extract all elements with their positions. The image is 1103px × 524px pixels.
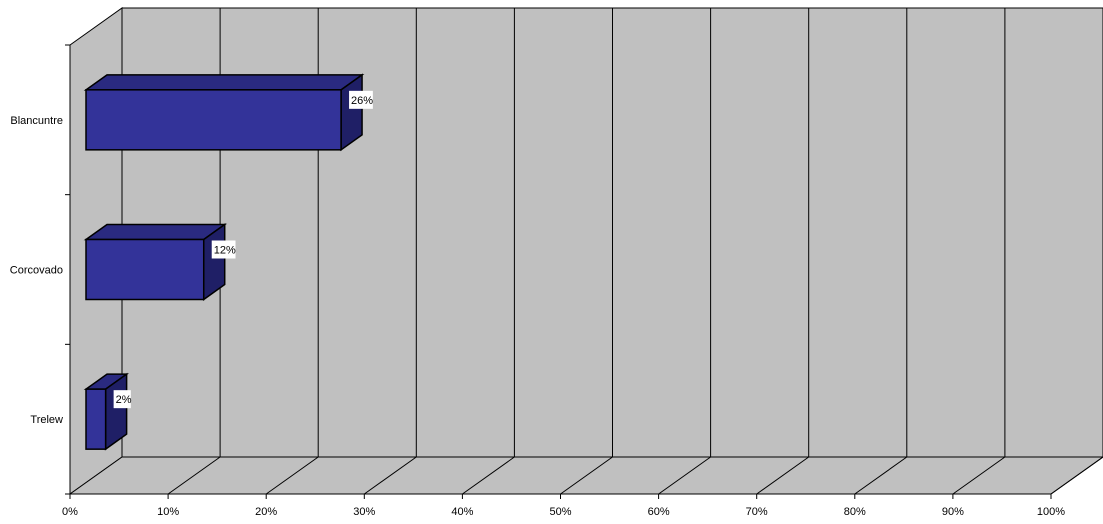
- x-tick-label: 40%: [451, 506, 473, 518]
- x-tick-label: 50%: [549, 506, 571, 518]
- floor-gridline: [1050, 456, 1103, 495]
- x-tick-label: 80%: [844, 506, 866, 518]
- data-label-box: [211, 240, 236, 259]
- floor-gridline: [854, 456, 908, 495]
- bar-front-face: [85, 238, 205, 301]
- category-label: Trelew: [30, 414, 63, 426]
- data-label-box: [349, 90, 373, 109]
- x-tick-label: 20%: [255, 506, 277, 518]
- bar[interactable]: [83, 372, 129, 451]
- floor-gridline: [462, 456, 515, 495]
- x-tick-label: 90%: [942, 506, 964, 518]
- x-tick-label: 30%: [353, 506, 375, 518]
- floor-gridline: [167, 456, 221, 495]
- x-tick-label: 0%: [62, 506, 78, 518]
- floor-gridline: [560, 456, 613, 495]
- bar-front-face: [85, 388, 107, 450]
- bar-front-face: [85, 89, 342, 151]
- bar[interactable]: [83, 73, 365, 152]
- floor-gridline: [658, 456, 711, 495]
- floor-gridline: [265, 456, 319, 495]
- bar[interactable]: [83, 223, 228, 301]
- bar-top-face: [83, 223, 228, 241]
- x-tick-label: 10%: [157, 506, 179, 518]
- x-tick-label: 70%: [746, 506, 768, 518]
- floor-gridline: [364, 456, 417, 495]
- category-label: Blancuntre: [10, 115, 63, 127]
- data-label: 2%: [116, 394, 132, 406]
- floor-gridline: [952, 456, 1006, 495]
- floor-gridline: [756, 456, 809, 495]
- data-label: 12%: [214, 245, 236, 257]
- x-tick-label: 100%: [1037, 506, 1065, 518]
- data-label: 26%: [351, 95, 373, 107]
- x-tick-label: 60%: [648, 506, 670, 518]
- category-label: Corcovado: [10, 265, 63, 277]
- bar-top-face: [83, 74, 365, 91]
- data-label-box: [113, 390, 131, 409]
